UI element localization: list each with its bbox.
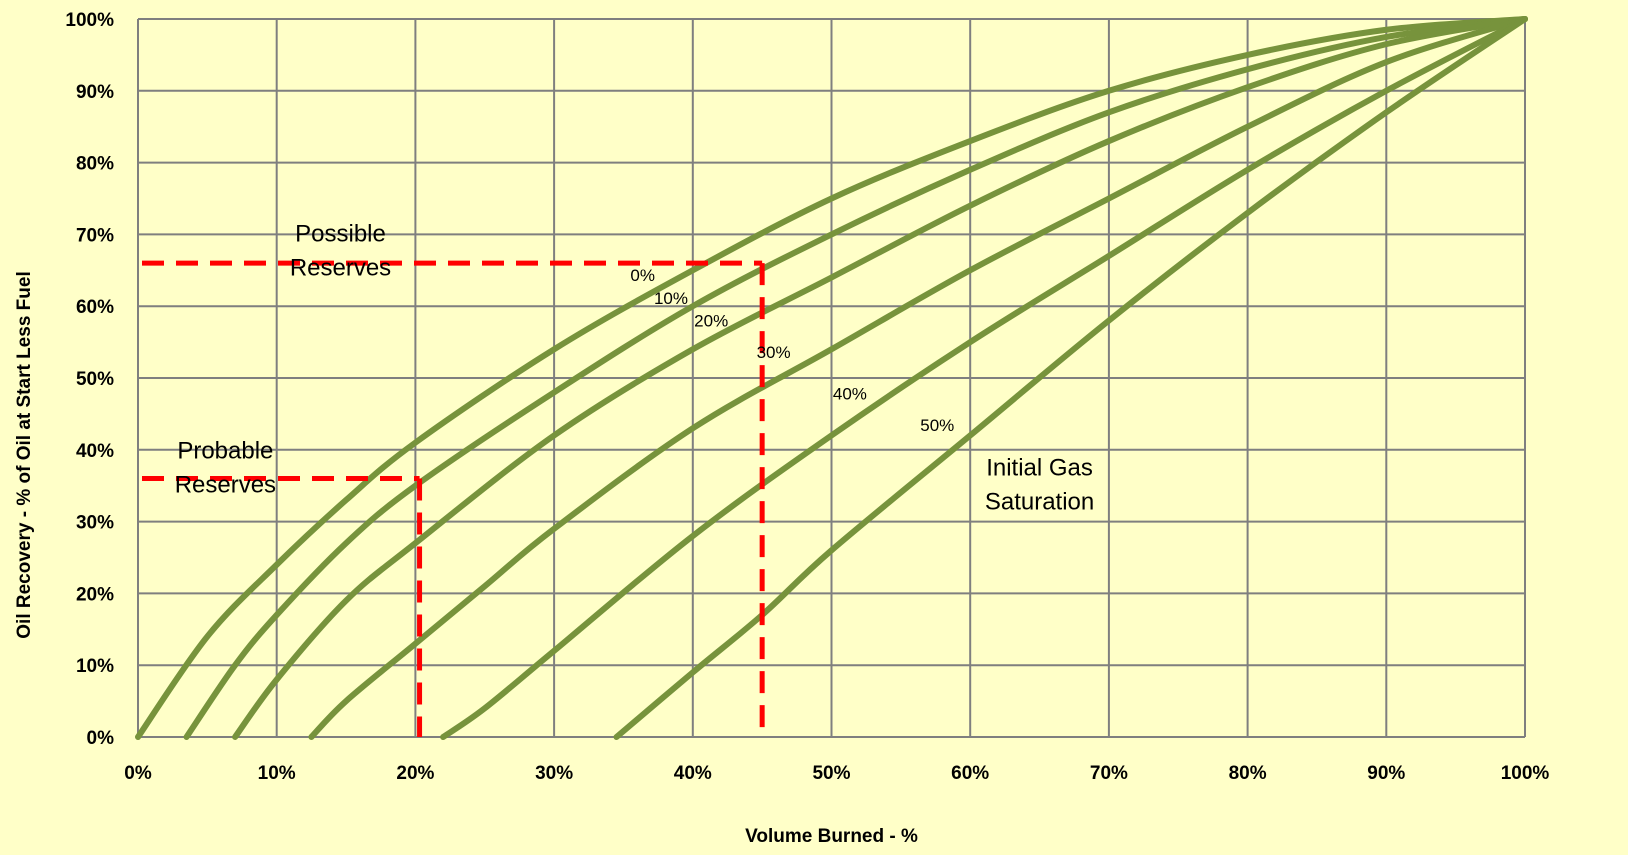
x-tick-label: 70%	[1090, 763, 1128, 784]
x-tick-label: 90%	[1367, 763, 1405, 784]
curve-labels: 0% 10% 20% 30% 40% 50%	[630, 266, 954, 435]
x-axis-ticks: 0% 10% 20% 30% 40% 50% 60% 70% 80% 90% 100%	[124, 763, 1549, 784]
curve-series-0	[135, 16, 1528, 740]
y-tick-label: 10%	[76, 656, 114, 677]
curve-label: 50%	[920, 416, 954, 435]
y-axis-ticks: 0% 10% 20% 30% 40% 50% 60% 70% 80% 90% 100%	[65, 10, 114, 749]
curve-series-2	[232, 16, 1528, 740]
y-tick-label: 40%	[76, 441, 114, 462]
x-tick-label: 20%	[396, 763, 434, 784]
y-tick-label: 100%	[65, 10, 114, 31]
x-tick-label: 50%	[812, 763, 850, 784]
y-tick-label: 80%	[76, 154, 114, 175]
reference-lines	[142, 260, 765, 737]
y-tick-label: 30%	[76, 513, 114, 534]
curve-label: 10%	[654, 289, 688, 308]
x-tick-label: 40%	[674, 763, 712, 784]
x-tick-label: 30%	[535, 763, 573, 784]
x-tick-label: 80%	[1229, 763, 1267, 784]
curve-label: 30%	[757, 343, 791, 362]
curves	[135, 16, 1528, 740]
y-tick-label: 60%	[76, 297, 114, 318]
grid	[137, 18, 1526, 738]
y-tick-label: 90%	[76, 82, 114, 103]
y-tick-label: 50%	[76, 369, 114, 390]
x-tick-label: 0%	[124, 763, 152, 784]
curve-label: 0%	[630, 266, 655, 285]
y-tick-label: 20%	[76, 584, 114, 605]
x-tick-label: 100%	[1501, 763, 1550, 784]
x-tick-label: 60%	[951, 763, 989, 784]
x-tick-label: 10%	[258, 763, 296, 784]
y-axis-title: Oil Recovery - % of Oil at Start Less Fu…	[14, 271, 35, 638]
curve-label: 40%	[833, 385, 867, 404]
y-tick-label: 70%	[76, 225, 114, 246]
annotation-possible-line-0: Possible	[295, 221, 386, 248]
annotation-saturation-line-1: Saturation	[985, 489, 1094, 516]
curve-label: 20%	[694, 311, 728, 330]
annotation-possible-line-1: Reserves	[290, 255, 391, 282]
annotations: Possible Reserves Probable Reserves Initial …	[175, 221, 1095, 516]
curve-series-1	[183, 16, 1528, 740]
annotation-probable-line-0: Probable	[177, 437, 273, 464]
x-axis-title: Volume Burned - %	[745, 826, 918, 847]
curve-series-3	[308, 16, 1528, 740]
curve-series-5	[613, 16, 1528, 740]
curve-series-4	[440, 16, 1528, 740]
annotation-saturation-line-0: Initial Gas	[986, 455, 1093, 482]
y-tick-label: 0%	[87, 728, 115, 749]
annotation-probable-line-1: Reserves	[175, 471, 276, 498]
